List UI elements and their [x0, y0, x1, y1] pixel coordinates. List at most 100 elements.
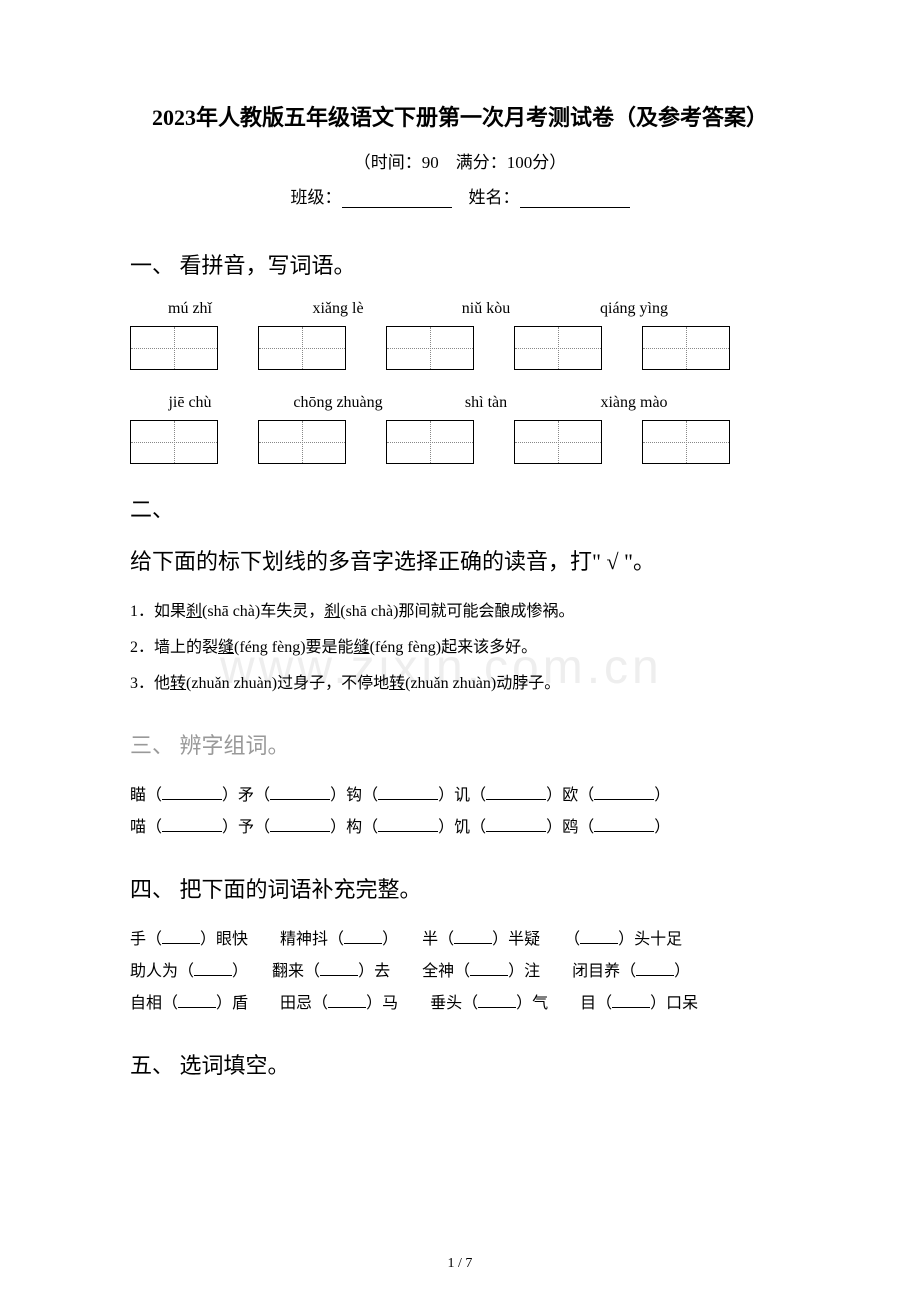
blank[interactable]	[486, 831, 546, 832]
underlined-char: 缝	[354, 639, 370, 656]
blank[interactable]	[594, 831, 654, 832]
blank[interactable]	[162, 943, 200, 944]
blank[interactable]	[378, 799, 438, 800]
underlined-char: 转	[389, 675, 405, 692]
t: （	[572, 931, 580, 948]
name-blank[interactable]	[520, 190, 630, 208]
q-text: 1．如果	[130, 603, 186, 620]
name-label: 姓名：	[469, 188, 520, 207]
blank[interactable]	[328, 1007, 366, 1008]
blank[interactable]	[612, 1007, 650, 1008]
char: 予	[238, 819, 254, 836]
blank[interactable]	[470, 975, 508, 976]
q-text: (shā chà)那间就可能会酿成惨祸。	[340, 603, 574, 620]
t: ）马	[366, 995, 398, 1012]
char-box[interactable]	[386, 326, 474, 370]
q-text: 3．他	[130, 675, 170, 692]
exam-title: 2023年人教版五年级语文下册第一次月考测试卷（及参考答案）	[130, 100, 790, 132]
t: ）去	[358, 963, 390, 980]
blank[interactable]	[178, 1007, 216, 1008]
pinyin-item: chōng zhuàng	[288, 394, 388, 412]
section-1-header: 一、 看拼音，写词语。	[130, 248, 790, 280]
char-box[interactable]	[258, 326, 346, 370]
underlined-char: 刹	[324, 603, 340, 620]
blank[interactable]	[454, 943, 492, 944]
blank[interactable]	[486, 799, 546, 800]
t: 目（	[580, 995, 612, 1012]
t: ）注	[508, 963, 540, 980]
blank[interactable]	[478, 1007, 516, 1008]
chars-line-2: 喵（）予（）构（）饥（）鸥（）	[130, 812, 790, 844]
section-4-header: 四、 把下面的词语补充完整。	[130, 872, 790, 904]
blank[interactable]	[194, 975, 232, 976]
char-box[interactable]	[514, 326, 602, 370]
t: 助人为（	[130, 963, 194, 980]
t: 自相（	[130, 995, 178, 1012]
box-row-1	[130, 326, 790, 370]
box-row-2	[130, 420, 790, 464]
t: 精神抖（	[280, 931, 344, 948]
chars-line-1: 瞄（）矛（）钩（）讥（）欧（）	[130, 780, 790, 812]
char: 饥	[454, 819, 470, 836]
char: 钩	[346, 787, 362, 804]
class-blank[interactable]	[342, 190, 452, 208]
pinyin-item: qiáng yìng	[584, 300, 684, 318]
t: 半（	[422, 931, 454, 948]
t: ）盾	[216, 995, 248, 1012]
question-1: 1．如果刹(shā chà)车失灵，刹(shā chà)那间就可能会酿成惨祸。	[130, 596, 790, 628]
blank[interactable]	[344, 943, 382, 944]
t: 闭目养（	[572, 963, 636, 980]
blank[interactable]	[162, 831, 222, 832]
char-box[interactable]	[386, 420, 474, 464]
t: ）	[232, 963, 240, 980]
page-number: 1 / 7	[0, 1256, 920, 1272]
char: 矛	[238, 787, 254, 804]
blank[interactable]	[580, 943, 618, 944]
blank[interactable]	[594, 799, 654, 800]
question-2: 2．墙上的裂缝(féng fèng)要是能缝(féng fèng)起来该多好。	[130, 632, 790, 664]
blank[interactable]	[320, 975, 358, 976]
char-box[interactable]	[130, 326, 218, 370]
underlined-char: 缝	[218, 639, 234, 656]
blank[interactable]	[270, 831, 330, 832]
q-text: (féng fèng)起来该多好。	[370, 639, 538, 656]
char: 欧	[562, 787, 578, 804]
pinyin-row-2: jiē chù chōng zhuàng shì tàn xiàng mào	[130, 394, 790, 412]
pinyin-item: mú zhǐ	[140, 300, 240, 318]
pinyin-item: jiē chù	[140, 394, 240, 412]
t: ）口呆	[650, 995, 698, 1012]
t: 田忌（	[280, 995, 328, 1012]
char: 构	[346, 819, 362, 836]
t: ）眼快	[200, 931, 248, 948]
t: ）	[382, 931, 390, 948]
char-box[interactable]	[130, 420, 218, 464]
fill-line: 班级： 姓名：	[130, 183, 790, 208]
question-3: 3．他转(zhuǎn zhuàn)过身子，不停地转(zhuǎn zhuàn)动脖…	[130, 668, 790, 700]
char: 鸥	[562, 819, 578, 836]
pinyin-item: shì tàn	[436, 394, 536, 412]
exam-subtitle: （时间：90 满分：100分）	[130, 148, 790, 173]
pinyin-item: niǔ kòu	[436, 300, 536, 318]
section-3-header: 三、 辨字组词。	[130, 728, 790, 760]
char: 喵	[130, 819, 146, 836]
pinyin-item: xiàng mào	[584, 394, 684, 412]
idiom-line-2: 助人为（） 翻来（）去 全神（）注 闭目养（）	[130, 956, 790, 988]
t: ）头十足	[618, 931, 682, 948]
blank[interactable]	[636, 975, 674, 976]
q-text: (zhuǎn zhuàn)动脖子。	[405, 675, 560, 692]
q-text: (shā chà)车失灵，	[202, 603, 324, 620]
class-label: 班级：	[291, 188, 342, 207]
char-box[interactable]	[514, 420, 602, 464]
t: 手（	[130, 931, 162, 948]
idiom-line-1: 手（）眼快 精神抖（） 半（）半疑 （）头十足	[130, 924, 790, 956]
blank[interactable]	[270, 799, 330, 800]
char-box[interactable]	[258, 420, 346, 464]
char-box[interactable]	[642, 420, 730, 464]
q-text: 2．墙上的裂	[130, 639, 218, 656]
t: 全神（	[422, 963, 470, 980]
char-box[interactable]	[642, 326, 730, 370]
pinyin-row-1: mú zhǐ xiǎng lè niǔ kòu qiáng yìng	[130, 300, 790, 318]
blank[interactable]	[162, 799, 222, 800]
section-5-header: 五、 选词填空。	[130, 1048, 790, 1080]
blank[interactable]	[378, 831, 438, 832]
